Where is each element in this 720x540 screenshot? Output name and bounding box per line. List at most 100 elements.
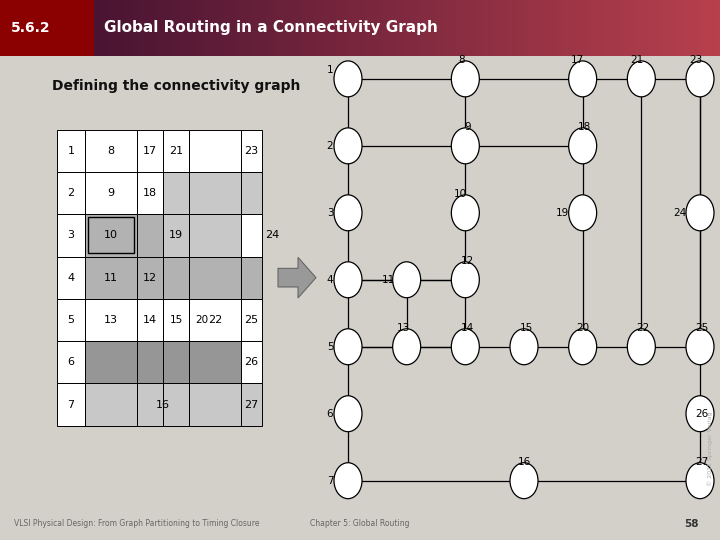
- Bar: [189, 130, 241, 172]
- Bar: [269, 0, 271, 61]
- Text: 12: 12: [143, 273, 157, 282]
- Bar: [418, 0, 420, 61]
- Bar: [19, 0, 22, 61]
- Bar: [533, 0, 535, 61]
- Bar: [456, 0, 459, 61]
- Bar: [94, 0, 96, 61]
- Text: 21: 21: [169, 146, 183, 156]
- Bar: [135, 0, 137, 61]
- Bar: [27, 0, 29, 61]
- Bar: [718, 0, 720, 61]
- Bar: [423, 0, 425, 61]
- Bar: [679, 0, 682, 61]
- Bar: [259, 0, 261, 61]
- Bar: [117, 0, 120, 61]
- Bar: [264, 0, 266, 61]
- Bar: [657, 0, 660, 61]
- Text: Chapter 5: Global Routing: Chapter 5: Global Routing: [310, 519, 410, 528]
- Bar: [518, 0, 521, 61]
- Bar: [171, 0, 173, 61]
- Bar: [648, 0, 650, 61]
- Bar: [163, 383, 189, 426]
- Bar: [163, 172, 189, 214]
- Bar: [711, 0, 713, 61]
- Bar: [415, 0, 418, 61]
- Bar: [639, 0, 641, 61]
- Bar: [7, 0, 9, 61]
- Bar: [538, 0, 540, 61]
- Bar: [187, 0, 189, 61]
- Text: 1: 1: [327, 65, 333, 76]
- Bar: [153, 0, 156, 61]
- Bar: [329, 0, 331, 61]
- Bar: [523, 0, 526, 61]
- Bar: [84, 0, 86, 61]
- Bar: [60, 0, 63, 61]
- Bar: [281, 0, 283, 61]
- Bar: [216, 0, 218, 61]
- Bar: [241, 383, 262, 426]
- Text: 1: 1: [68, 146, 74, 156]
- Bar: [247, 0, 250, 61]
- Bar: [485, 0, 487, 61]
- Bar: [497, 0, 499, 61]
- Bar: [120, 0, 122, 61]
- Bar: [348, 0, 351, 61]
- Bar: [382, 0, 384, 61]
- Bar: [526, 0, 528, 61]
- Bar: [156, 0, 158, 61]
- Bar: [9, 0, 12, 61]
- Bar: [513, 0, 516, 61]
- Bar: [531, 0, 533, 61]
- Bar: [142, 0, 144, 61]
- Bar: [302, 0, 305, 61]
- Bar: [85, 130, 137, 172]
- Bar: [149, 0, 151, 61]
- Bar: [331, 0, 333, 61]
- Bar: [477, 0, 480, 61]
- Bar: [241, 341, 262, 383]
- Bar: [161, 0, 163, 61]
- Text: 7: 7: [68, 400, 75, 409]
- Bar: [576, 0, 578, 61]
- Bar: [103, 0, 106, 61]
- Bar: [137, 0, 139, 61]
- Bar: [67, 0, 70, 61]
- Bar: [199, 0, 202, 61]
- Bar: [41, 0, 43, 61]
- Text: 9: 9: [107, 188, 114, 198]
- Text: 5: 5: [68, 315, 74, 325]
- Bar: [703, 0, 706, 61]
- Bar: [343, 0, 346, 61]
- Bar: [603, 0, 605, 61]
- Text: 8: 8: [107, 146, 114, 156]
- Bar: [446, 0, 449, 61]
- Text: 11: 11: [104, 273, 118, 282]
- Bar: [475, 0, 477, 61]
- Bar: [189, 299, 241, 341]
- Bar: [57, 130, 85, 172]
- Bar: [146, 0, 149, 61]
- Bar: [691, 0, 693, 61]
- Text: 13: 13: [397, 323, 410, 333]
- Bar: [57, 256, 85, 299]
- Bar: [439, 0, 441, 61]
- Bar: [185, 0, 187, 61]
- Bar: [79, 0, 81, 61]
- Bar: [444, 0, 446, 61]
- Text: 3: 3: [327, 208, 333, 218]
- Bar: [408, 0, 410, 61]
- Text: 11: 11: [382, 275, 395, 285]
- Bar: [574, 0, 576, 61]
- Bar: [163, 256, 189, 299]
- Text: 26: 26: [696, 409, 708, 419]
- Ellipse shape: [686, 329, 714, 365]
- Bar: [192, 0, 194, 61]
- Text: 18: 18: [578, 122, 591, 132]
- Bar: [38, 0, 41, 61]
- Bar: [266, 0, 269, 61]
- Bar: [91, 0, 94, 61]
- Bar: [432, 0, 434, 61]
- Bar: [667, 0, 670, 61]
- Bar: [581, 0, 583, 61]
